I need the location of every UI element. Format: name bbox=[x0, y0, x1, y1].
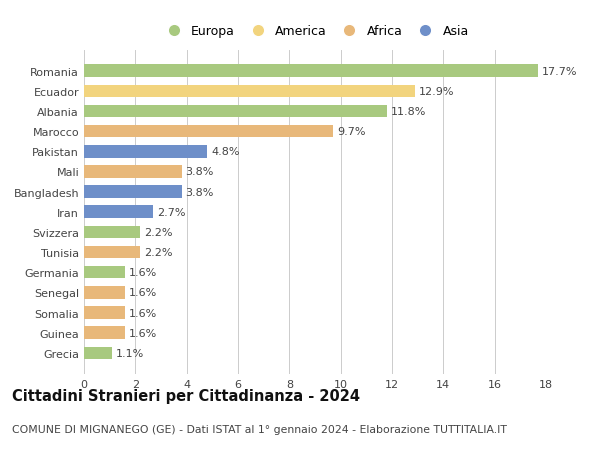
Bar bbox=[84, 347, 112, 359]
Bar bbox=[84, 106, 387, 118]
Text: 4.8%: 4.8% bbox=[211, 147, 239, 157]
Bar bbox=[84, 286, 125, 299]
Bar bbox=[84, 186, 182, 198]
Text: Cittadini Stranieri per Cittadinanza - 2024: Cittadini Stranieri per Cittadinanza - 2… bbox=[12, 388, 360, 403]
Bar bbox=[84, 65, 538, 78]
Bar bbox=[84, 166, 182, 178]
Bar bbox=[84, 327, 125, 339]
Legend: Europa, America, Africa, Asia: Europa, America, Africa, Asia bbox=[157, 21, 473, 42]
Text: 1.6%: 1.6% bbox=[129, 308, 157, 318]
Text: 2.2%: 2.2% bbox=[145, 227, 173, 237]
Bar bbox=[84, 126, 333, 138]
Text: 2.2%: 2.2% bbox=[145, 247, 173, 257]
Text: 1.6%: 1.6% bbox=[129, 328, 157, 338]
Text: 12.9%: 12.9% bbox=[419, 87, 454, 96]
Text: 1.6%: 1.6% bbox=[129, 288, 157, 298]
Text: 1.6%: 1.6% bbox=[129, 268, 157, 278]
Bar bbox=[84, 146, 207, 158]
Text: COMUNE DI MIGNANEGO (GE) - Dati ISTAT al 1° gennaio 2024 - Elaborazione TUTTITAL: COMUNE DI MIGNANEGO (GE) - Dati ISTAT al… bbox=[12, 425, 507, 435]
Bar bbox=[84, 307, 125, 319]
Bar bbox=[84, 226, 140, 239]
Text: 3.8%: 3.8% bbox=[185, 167, 214, 177]
Bar bbox=[84, 85, 415, 98]
Bar bbox=[84, 246, 140, 259]
Text: 11.8%: 11.8% bbox=[391, 106, 426, 117]
Text: 9.7%: 9.7% bbox=[337, 127, 365, 137]
Bar bbox=[84, 206, 154, 218]
Text: 2.7%: 2.7% bbox=[157, 207, 185, 217]
Bar bbox=[84, 266, 125, 279]
Text: 17.7%: 17.7% bbox=[542, 67, 578, 77]
Text: 3.8%: 3.8% bbox=[185, 187, 214, 197]
Text: 1.1%: 1.1% bbox=[116, 348, 145, 358]
